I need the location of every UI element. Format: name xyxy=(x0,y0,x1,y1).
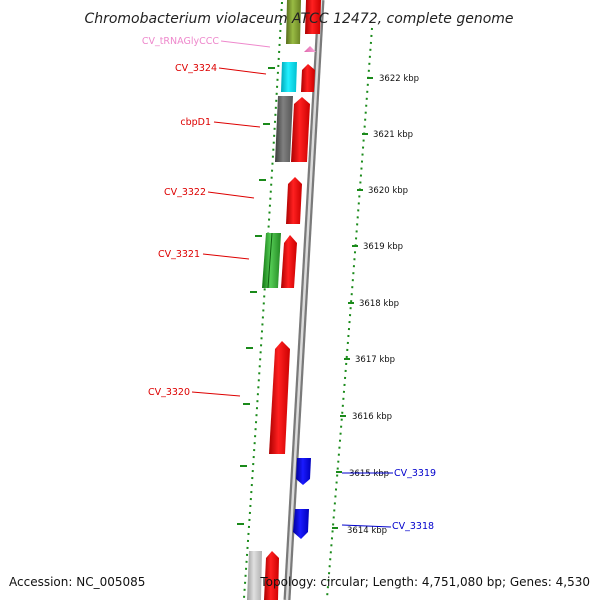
accession-text: Accession: NC_005085 xyxy=(9,575,145,589)
cog-block-lightgray xyxy=(247,551,262,600)
ruler-label-3619: 3619 kbp xyxy=(363,242,403,252)
ruler-label-3620: 3620 kbp xyxy=(368,186,408,196)
ruler-ticks xyxy=(332,77,373,529)
ruler-label-3621: 3621 kbp xyxy=(373,130,413,140)
cog-block-green xyxy=(262,233,281,288)
cog-block-cyan xyxy=(281,62,297,92)
genome-summary-text: Topology: circular; Length: 4,751,080 bp… xyxy=(259,575,590,589)
gene-label-CV_3318[interactable]: CV_3318 xyxy=(392,521,434,532)
outer-guide-ticks xyxy=(237,67,275,525)
gene-leader-lines xyxy=(191,40,393,528)
gene-label-CV_3321[interactable]: CV_3321 xyxy=(158,249,200,260)
cds-arrow-top xyxy=(305,0,321,34)
map-title: Chromobacterium violaceum ATCC 12472, co… xyxy=(84,11,513,27)
ruler-label-3622: 3622 kbp xyxy=(379,74,419,84)
cds-arrow-CV_3324 xyxy=(301,64,315,92)
trna-marker xyxy=(304,46,316,52)
inner-guide-dotted xyxy=(326,27,373,599)
ruler-label-3617: 3617 kbp xyxy=(355,355,395,365)
cds-arrow-cbpD1 xyxy=(291,97,310,162)
cds-arrow-bottom xyxy=(264,551,279,600)
gene-label-cbpD1[interactable]: cbpD1 xyxy=(180,117,211,128)
cds-arrow-CV_3322 xyxy=(286,177,302,224)
cds-arrow-CV_3320 xyxy=(269,341,290,454)
cog-block-gray xyxy=(275,96,293,162)
outer-guide-dotted xyxy=(243,1,283,599)
genome-backbone-highlight xyxy=(285,0,323,600)
gene-label-CV_tRNAGlyCCC[interactable]: CV_tRNAGlyCCC xyxy=(142,36,220,47)
cds-arrow-CV_3321 xyxy=(281,235,297,288)
cds-arrow-CV_3319 xyxy=(296,458,311,485)
ruler-label-3614: 3614 kbp xyxy=(347,526,387,536)
cog-block-olive xyxy=(286,0,301,44)
gene-label-CV_3324[interactable]: CV_3324 xyxy=(175,63,217,74)
gene-label-CV_3322[interactable]: CV_3322 xyxy=(164,187,206,198)
cog-block-green-divider xyxy=(267,232,273,289)
gene-label-CV_3320[interactable]: CV_3320 xyxy=(148,387,190,398)
ruler-label-3616: 3616 kbp xyxy=(352,412,392,422)
gene-label-CV_3319[interactable]: CV_3319 xyxy=(394,468,436,479)
ruler-label-3615: 3615 kbp xyxy=(349,469,389,479)
cds-arrow-CV_3318 xyxy=(293,509,309,539)
ruler-label-3618: 3618 kbp xyxy=(359,299,399,309)
